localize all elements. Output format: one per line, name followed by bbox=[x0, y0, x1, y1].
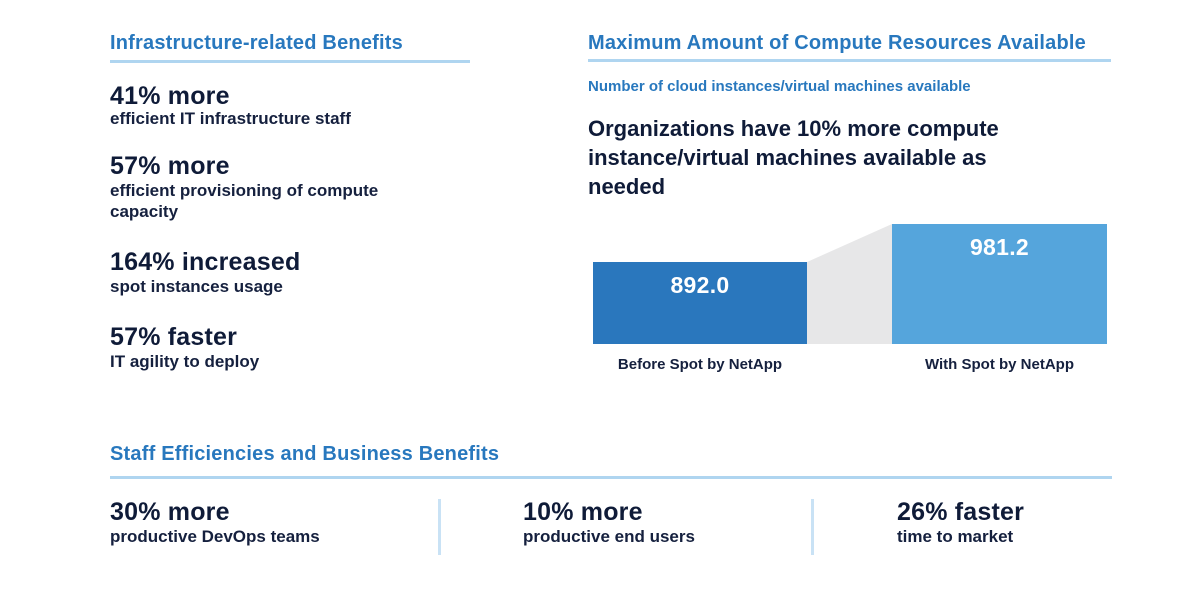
staff-stat-2-label: productive end users bbox=[523, 527, 695, 546]
infra-stat-1-label: efficient IT infrastructure staff bbox=[110, 109, 351, 128]
staff-divider-1 bbox=[438, 499, 441, 555]
compute-subtitle: Number of cloud instances/virtual machin… bbox=[588, 78, 971, 95]
bar-with-spot: 981.2 bbox=[892, 224, 1107, 344]
compute-section-title: Maximum Amount of Compute Resources Avai… bbox=[588, 32, 1086, 54]
bar-before-spot: 892.0 bbox=[593, 262, 807, 344]
bar-with-value: 981.2 bbox=[969, 234, 1030, 260]
infra-stat-3-label: spot instances usage bbox=[110, 277, 283, 296]
staff-stat-3-label: time to market bbox=[897, 527, 1014, 546]
staff-title-rule bbox=[110, 476, 1112, 479]
increase-connector-shape bbox=[807, 224, 892, 344]
compute-callout: Organizations have 10% more compute inst… bbox=[588, 116, 999, 199]
infra-stat-1-value: 41% more bbox=[110, 82, 230, 110]
bar-with-category-label: With Spot by NetApp bbox=[924, 356, 1074, 373]
staff-stat-3-value: 26% faster bbox=[897, 498, 1025, 526]
staff-stat-2-value: 10% more bbox=[523, 498, 643, 526]
bar-before-category-label: Before Spot by NetApp bbox=[617, 356, 783, 373]
infra-section-title: Infrastructure-related Benefits bbox=[110, 32, 403, 54]
infra-stat-4-label: IT agility to deploy bbox=[110, 352, 260, 371]
infra-stat-3-value: 164% increased bbox=[110, 248, 301, 276]
bar-before-value: 892.0 bbox=[670, 272, 730, 298]
staff-divider-2 bbox=[811, 499, 814, 555]
staff-section-title: Staff Efficiencies and Business Benefits bbox=[110, 443, 500, 465]
infra-title-rule bbox=[110, 60, 470, 63]
infra-stat-2-value: 57% more bbox=[110, 152, 230, 180]
infra-stat-2-label: efficient provisioning of compute capaci… bbox=[110, 181, 379, 221]
infra-stat-4-value: 57% faster bbox=[110, 323, 238, 351]
compute-title-rule bbox=[588, 59, 1111, 62]
staff-stat-1-label: productive DevOps teams bbox=[110, 527, 320, 546]
staff-stat-1-value: 30% more bbox=[110, 498, 230, 526]
